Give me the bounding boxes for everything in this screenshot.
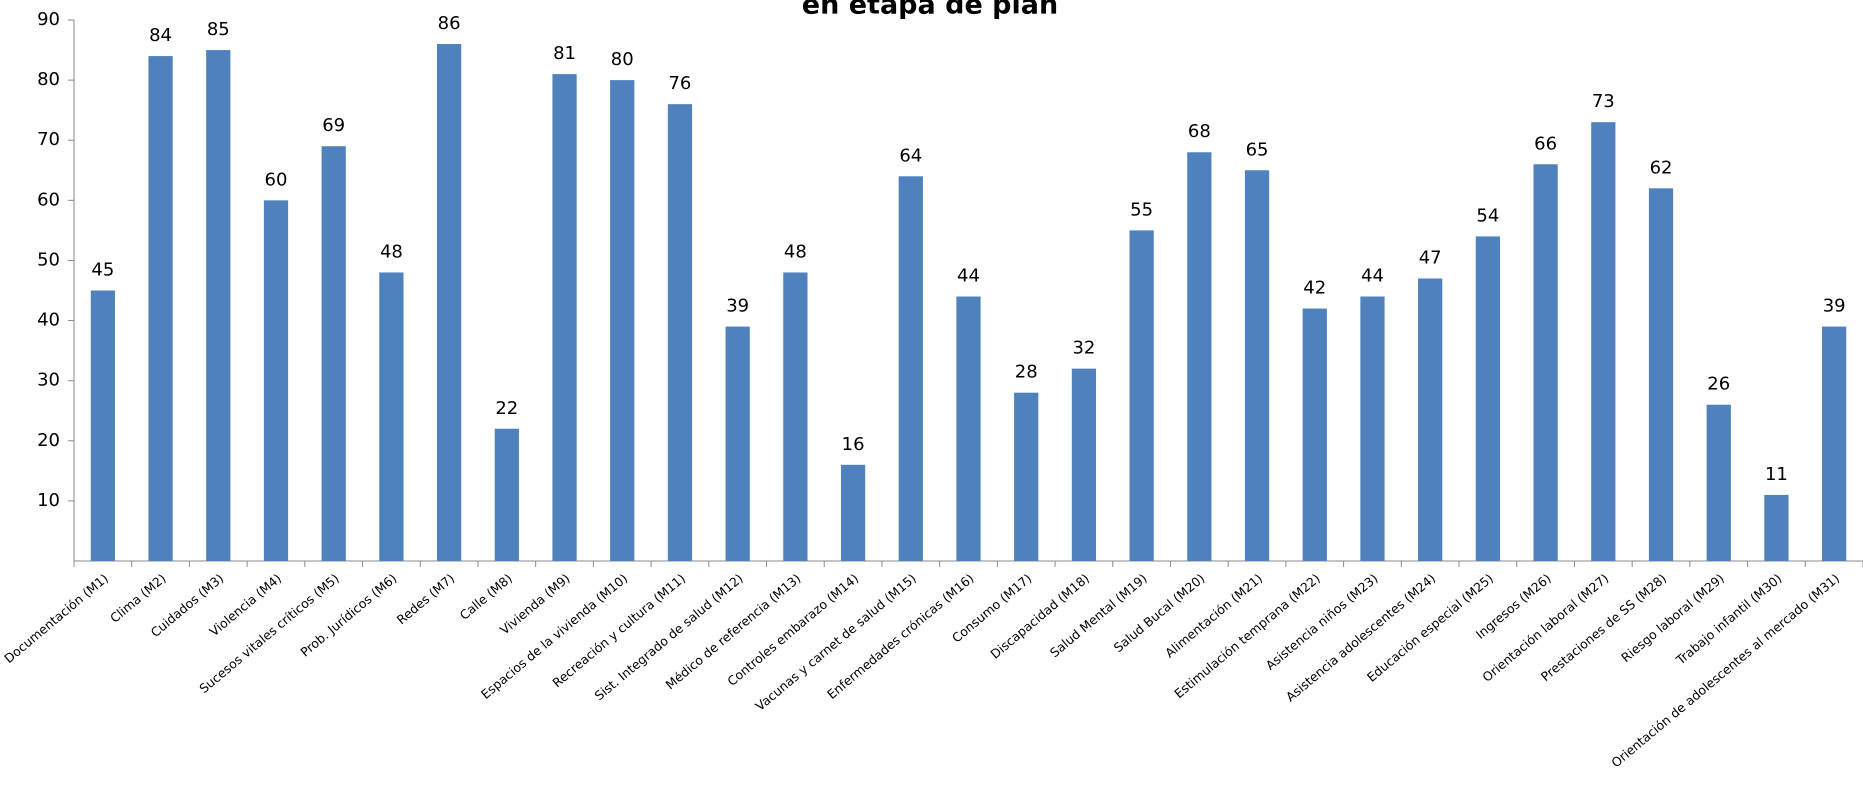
bar (552, 74, 577, 561)
data-label: 11 (1765, 464, 1788, 485)
bar (1822, 326, 1847, 561)
bar (956, 296, 981, 561)
data-label: 44 (1361, 266, 1384, 287)
x-tick-label: Prob. Jurídicos (M6) (297, 570, 399, 659)
bar (1764, 494, 1789, 561)
bar (206, 50, 231, 562)
y-tick-label: 50 (37, 249, 60, 270)
bar (263, 200, 289, 562)
y-tick-label: 90 (37, 9, 60, 30)
bar (898, 176, 923, 562)
data-label: 81 (553, 43, 576, 64)
bar (1071, 368, 1097, 561)
bar (148, 56, 173, 562)
data-label: 86 (438, 13, 461, 34)
x-tick-label: Trabajo infantil (M30) (1672, 570, 1784, 668)
data-label: 45 (91, 260, 114, 281)
x-tick-label: Redes (M7) (394, 570, 458, 627)
y-tick-label: 40 (37, 310, 60, 331)
bar (436, 44, 462, 562)
x-tick-label: Riesgo laboral (M29) (1618, 570, 1727, 665)
bar (840, 464, 866, 561)
bar (783, 272, 808, 561)
data-label: 85 (207, 19, 230, 40)
data-label: 54 (1476, 205, 1499, 226)
x-tick-label: Alimentación (M21) (1162, 570, 1265, 660)
x-tick-label: Discapacidad (M18) (987, 570, 1092, 661)
bar (321, 146, 346, 561)
bar (1418, 278, 1443, 561)
bar (610, 80, 635, 561)
data-label: 48 (380, 241, 403, 262)
data-label: 69 (322, 115, 345, 136)
data-label: 47 (1419, 247, 1442, 268)
y-tick-label: 70 (37, 129, 60, 150)
bar (1244, 170, 1270, 561)
bar (1475, 236, 1501, 561)
x-tick-label: Calle (M8) (457, 570, 515, 622)
data-label: 64 (899, 145, 922, 166)
y-tick-label: 20 (37, 430, 60, 451)
data-label: 80 (611, 49, 634, 70)
y-tick-label: 30 (37, 370, 60, 391)
data-label: 28 (1015, 362, 1038, 383)
bar (379, 272, 404, 561)
y-tick-label: 10 (37, 490, 60, 511)
bar (1591, 122, 1616, 561)
bar (1360, 296, 1385, 561)
data-label: 55 (1130, 199, 1153, 220)
bar (1648, 188, 1674, 562)
bar (1533, 164, 1558, 561)
data-label: 65 (1246, 139, 1269, 160)
data-label: 44 (957, 266, 980, 287)
bar (725, 326, 750, 561)
x-tick-label: Salud Mental (M19) (1047, 570, 1150, 660)
data-label: 22 (495, 398, 518, 419)
bar (1302, 308, 1327, 561)
data-label: 84 (149, 25, 172, 46)
data-label: 42 (1303, 278, 1326, 299)
data-label: 66 (1534, 133, 1557, 154)
bar (1187, 152, 1212, 561)
data-label: 48 (784, 241, 807, 262)
x-tick-label: Asistencia niños (M23) (1263, 570, 1381, 672)
y-tick-label: 80 (37, 69, 60, 90)
bar (667, 104, 693, 562)
data-label: 32 (1072, 338, 1095, 359)
data-label: 39 (1823, 296, 1846, 317)
chart-title: en etapa de plan (802, 0, 1058, 21)
bar (494, 428, 519, 561)
data-label: 26 (1707, 374, 1730, 395)
bar (1129, 230, 1154, 561)
x-tick-label: Documentación (M1) (1, 570, 111, 666)
data-label: 73 (1592, 91, 1615, 112)
bar (1706, 404, 1731, 561)
data-label: 68 (1188, 121, 1211, 142)
y-tick-label: 60 (37, 189, 60, 210)
bar (90, 290, 115, 561)
data-label: 16 (842, 434, 865, 455)
data-label: 39 (726, 296, 749, 317)
bar (1014, 392, 1039, 561)
data-label: 62 (1650, 157, 1673, 178)
data-label: 76 (668, 73, 691, 94)
data-label: 60 (265, 169, 288, 190)
